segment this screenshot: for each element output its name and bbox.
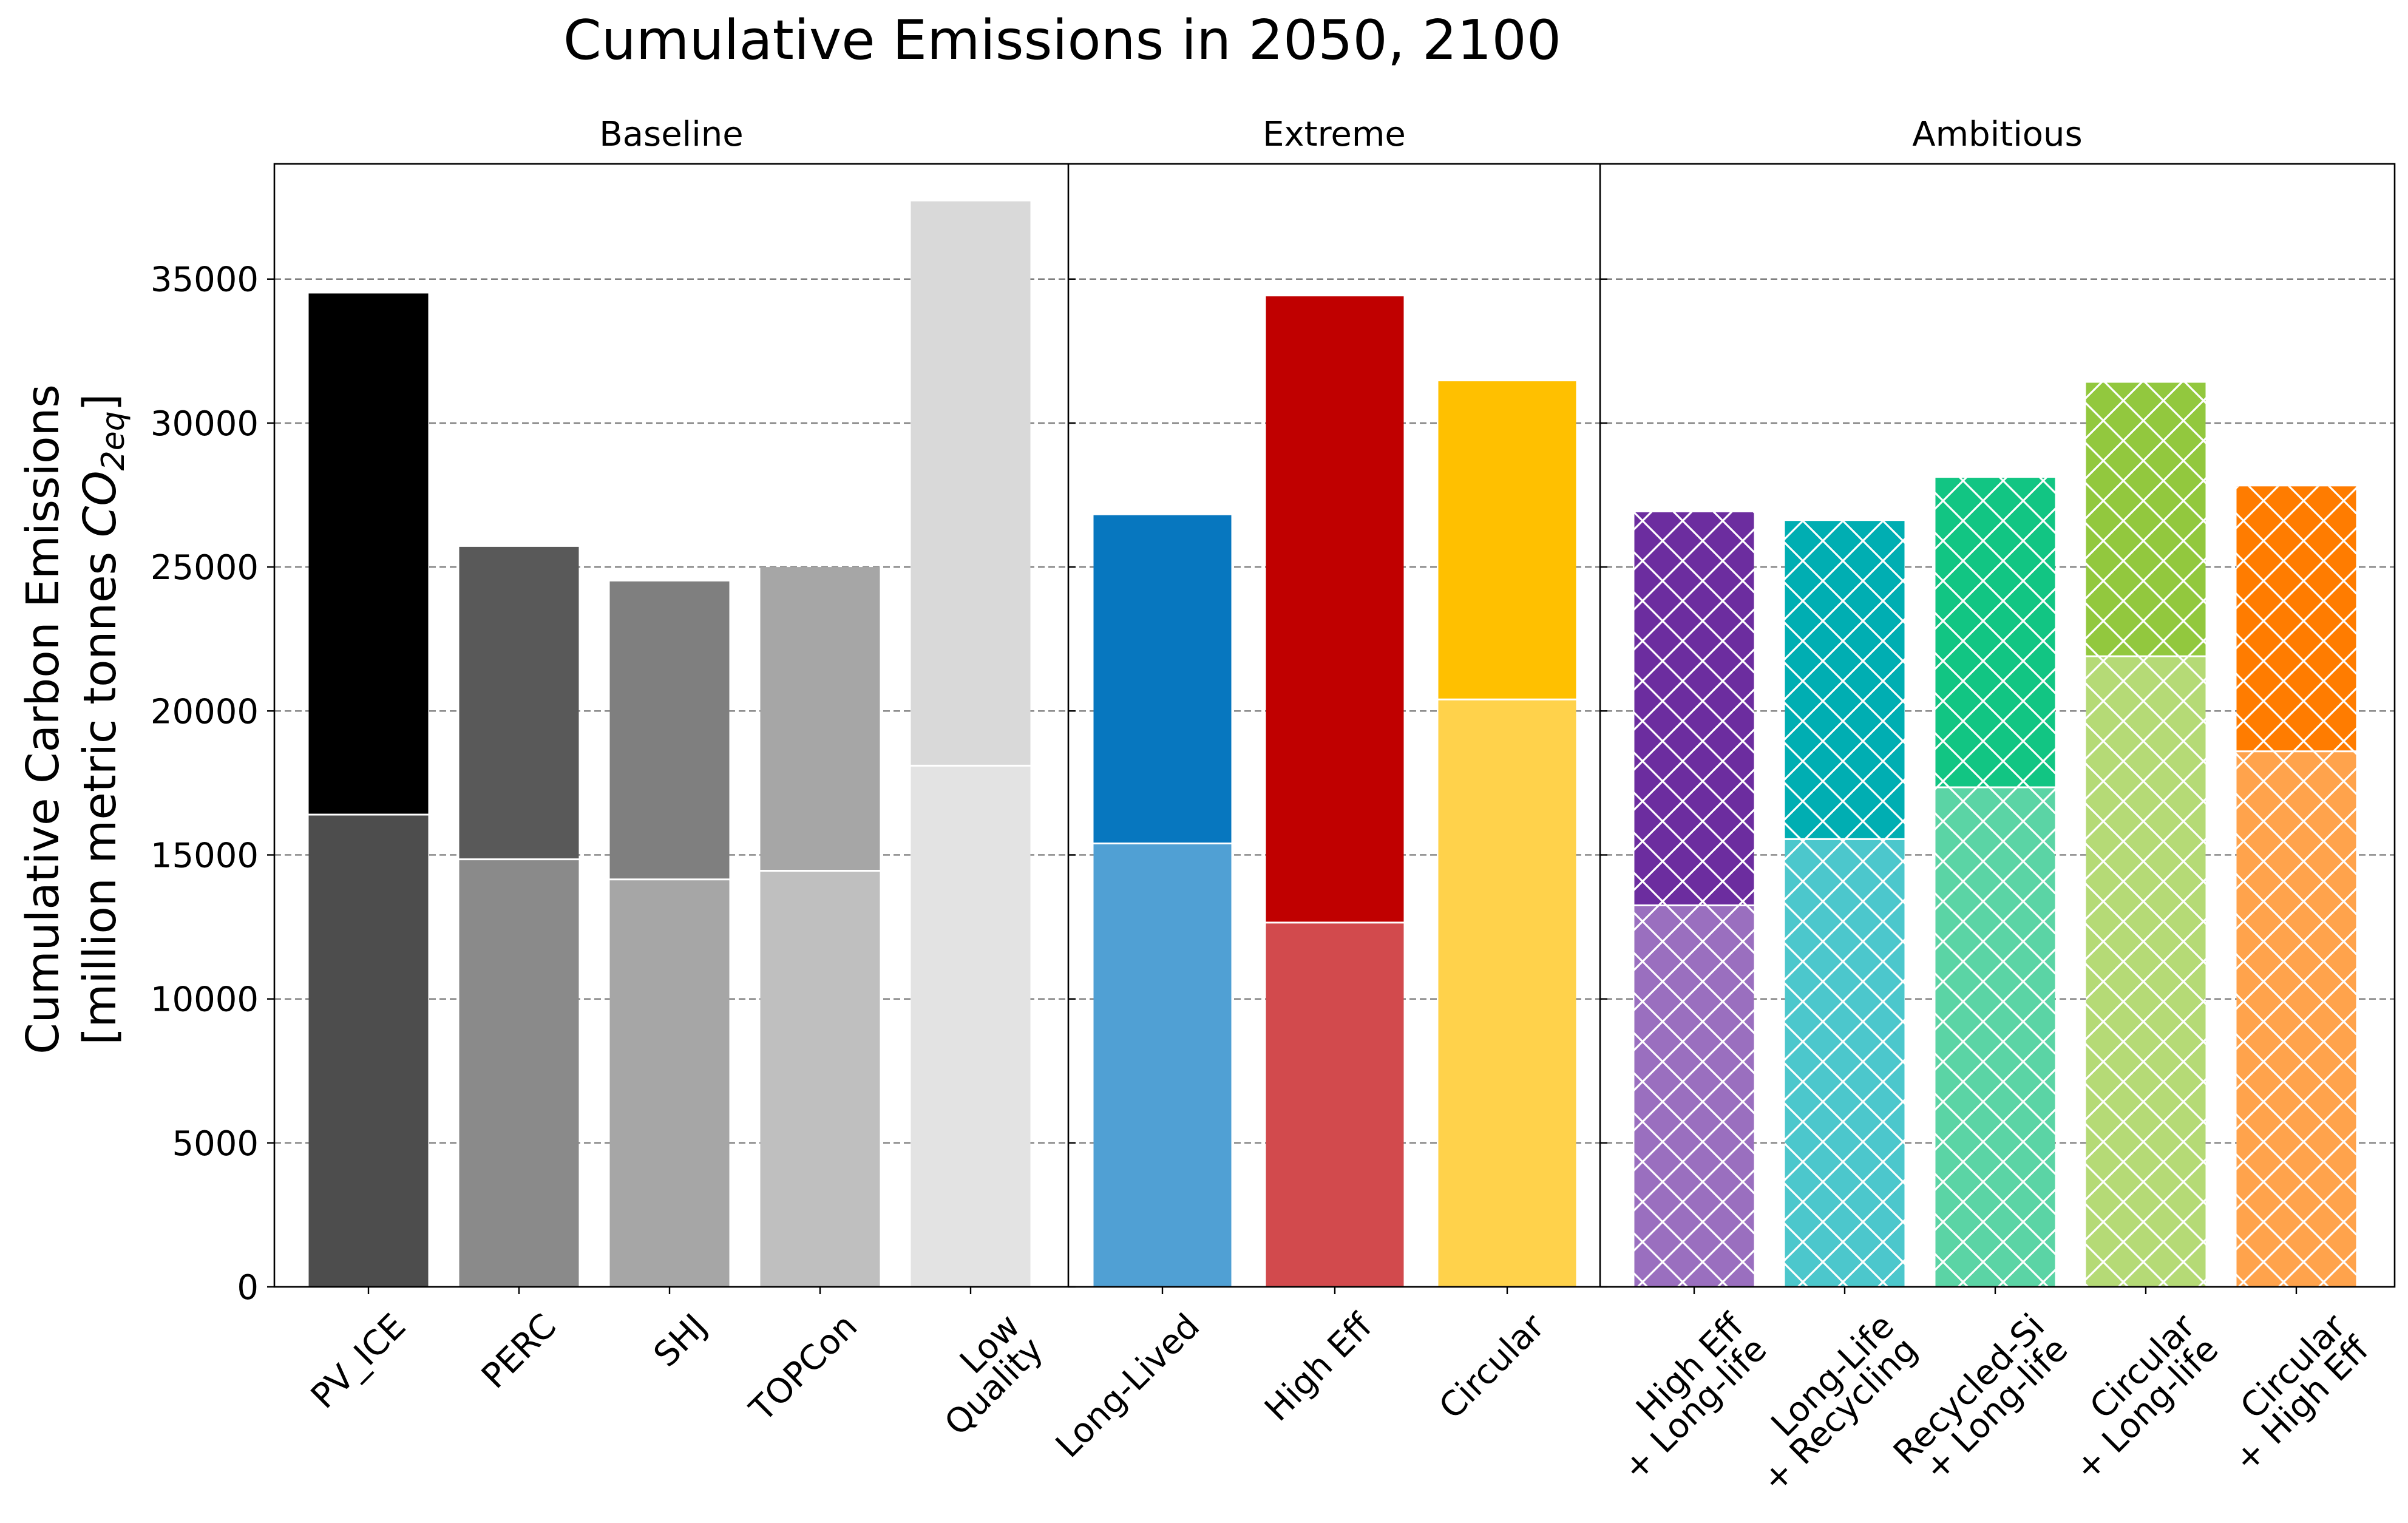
bar-hatch <box>1935 478 2055 1287</box>
x-tick-label: PERC <box>474 1306 564 1396</box>
x-tick-label-line: PV_ICE <box>304 1306 413 1416</box>
y-axis-label-line1: Cumulative Carbon Emissions <box>17 384 69 1054</box>
y-axis-label-line2: [million metric tonnes CO2eq] <box>74 393 132 1045</box>
bar-2100 <box>760 567 880 871</box>
bar-2100 <box>609 581 730 880</box>
axes <box>267 163 2396 1294</box>
bar-2050 <box>911 765 1031 1287</box>
bars <box>308 201 2356 1287</box>
bar-2050 <box>1438 699 1576 1287</box>
bar-2050 <box>760 870 880 1287</box>
y-axis-label-suffix: ] <box>74 393 126 411</box>
plot-frame <box>273 163 2396 1288</box>
bar-2050 <box>1093 843 1232 1287</box>
bar-2100 <box>459 546 579 860</box>
x-tick-label-line: PERC <box>474 1306 564 1396</box>
bar-hatch <box>1634 512 1754 1287</box>
x-tick-label: Circular+ High Eff <box>2203 1306 2378 1480</box>
x-tick-label-line: Circular <box>1432 1306 1553 1427</box>
y-tick-label: 0 <box>237 1268 259 1308</box>
bar-2100 <box>1438 381 1576 700</box>
y-axis-label-symbol: CO <box>74 470 126 537</box>
x-tick-label-line: Long-Lived <box>1048 1306 1207 1465</box>
y-tick-label: 10000 <box>151 980 259 1020</box>
y-axis-label-prefix: [million metric tonnes <box>74 537 126 1045</box>
x-tick-label-line: TOPCon <box>742 1306 865 1430</box>
x-tick-label: Recycled-Si+ Long-life <box>1886 1306 2075 1496</box>
panel-title: Baseline <box>599 115 743 154</box>
x-tick-label-line: High Eff <box>1257 1306 1380 1429</box>
bar-2050 <box>609 879 730 1287</box>
bar-2100 <box>1093 515 1232 844</box>
bar-2100 <box>1266 296 1404 923</box>
x-tick-label: High Eff <box>1257 1306 1380 1429</box>
x-tick-label: Long-Lived <box>1048 1306 1207 1465</box>
x-tick-label: High Eff+ Long-life <box>1592 1306 1775 1488</box>
x-tick-label: SHJ <box>646 1306 715 1375</box>
y-tick-label: 20000 <box>151 692 259 731</box>
panel-title: Ambitious <box>1912 115 2082 154</box>
x-tick-label: LowQuality <box>914 1306 1051 1443</box>
y-tick-label: 35000 <box>151 260 259 300</box>
x-tick-label: TOPCon <box>742 1306 865 1430</box>
chart-title: Cumulative Emissions in 2050, 2100 <box>563 8 1561 72</box>
bar-hatch <box>2086 382 2206 1287</box>
bar-hatch <box>1785 521 1905 1287</box>
bar-2100 <box>911 201 1031 766</box>
x-tick-label: Circular+ Long-life <box>2044 1306 2227 1489</box>
bar-2050 <box>459 859 579 1287</box>
y-tick-label: 30000 <box>151 404 259 444</box>
y-tick-label: 15000 <box>151 836 259 875</box>
y-tick-label: 5000 <box>172 1124 259 1164</box>
x-tick-label: Long-Life+ Recycling <box>1731 1306 1925 1500</box>
x-tick-label-line: SHJ <box>646 1306 715 1375</box>
x-tick-label: PV_ICE <box>304 1306 413 1416</box>
panel-title: Extreme <box>1263 115 1406 154</box>
y-axis-label-subscript: 2eq <box>95 411 132 470</box>
bar-2050 <box>1266 922 1404 1287</box>
y-tick-label: 25000 <box>151 548 259 588</box>
bar-2050 <box>308 815 429 1287</box>
x-tick-label: Circular <box>1432 1306 1553 1427</box>
bar-2100 <box>308 293 429 815</box>
bar-hatch <box>2236 486 2356 1287</box>
